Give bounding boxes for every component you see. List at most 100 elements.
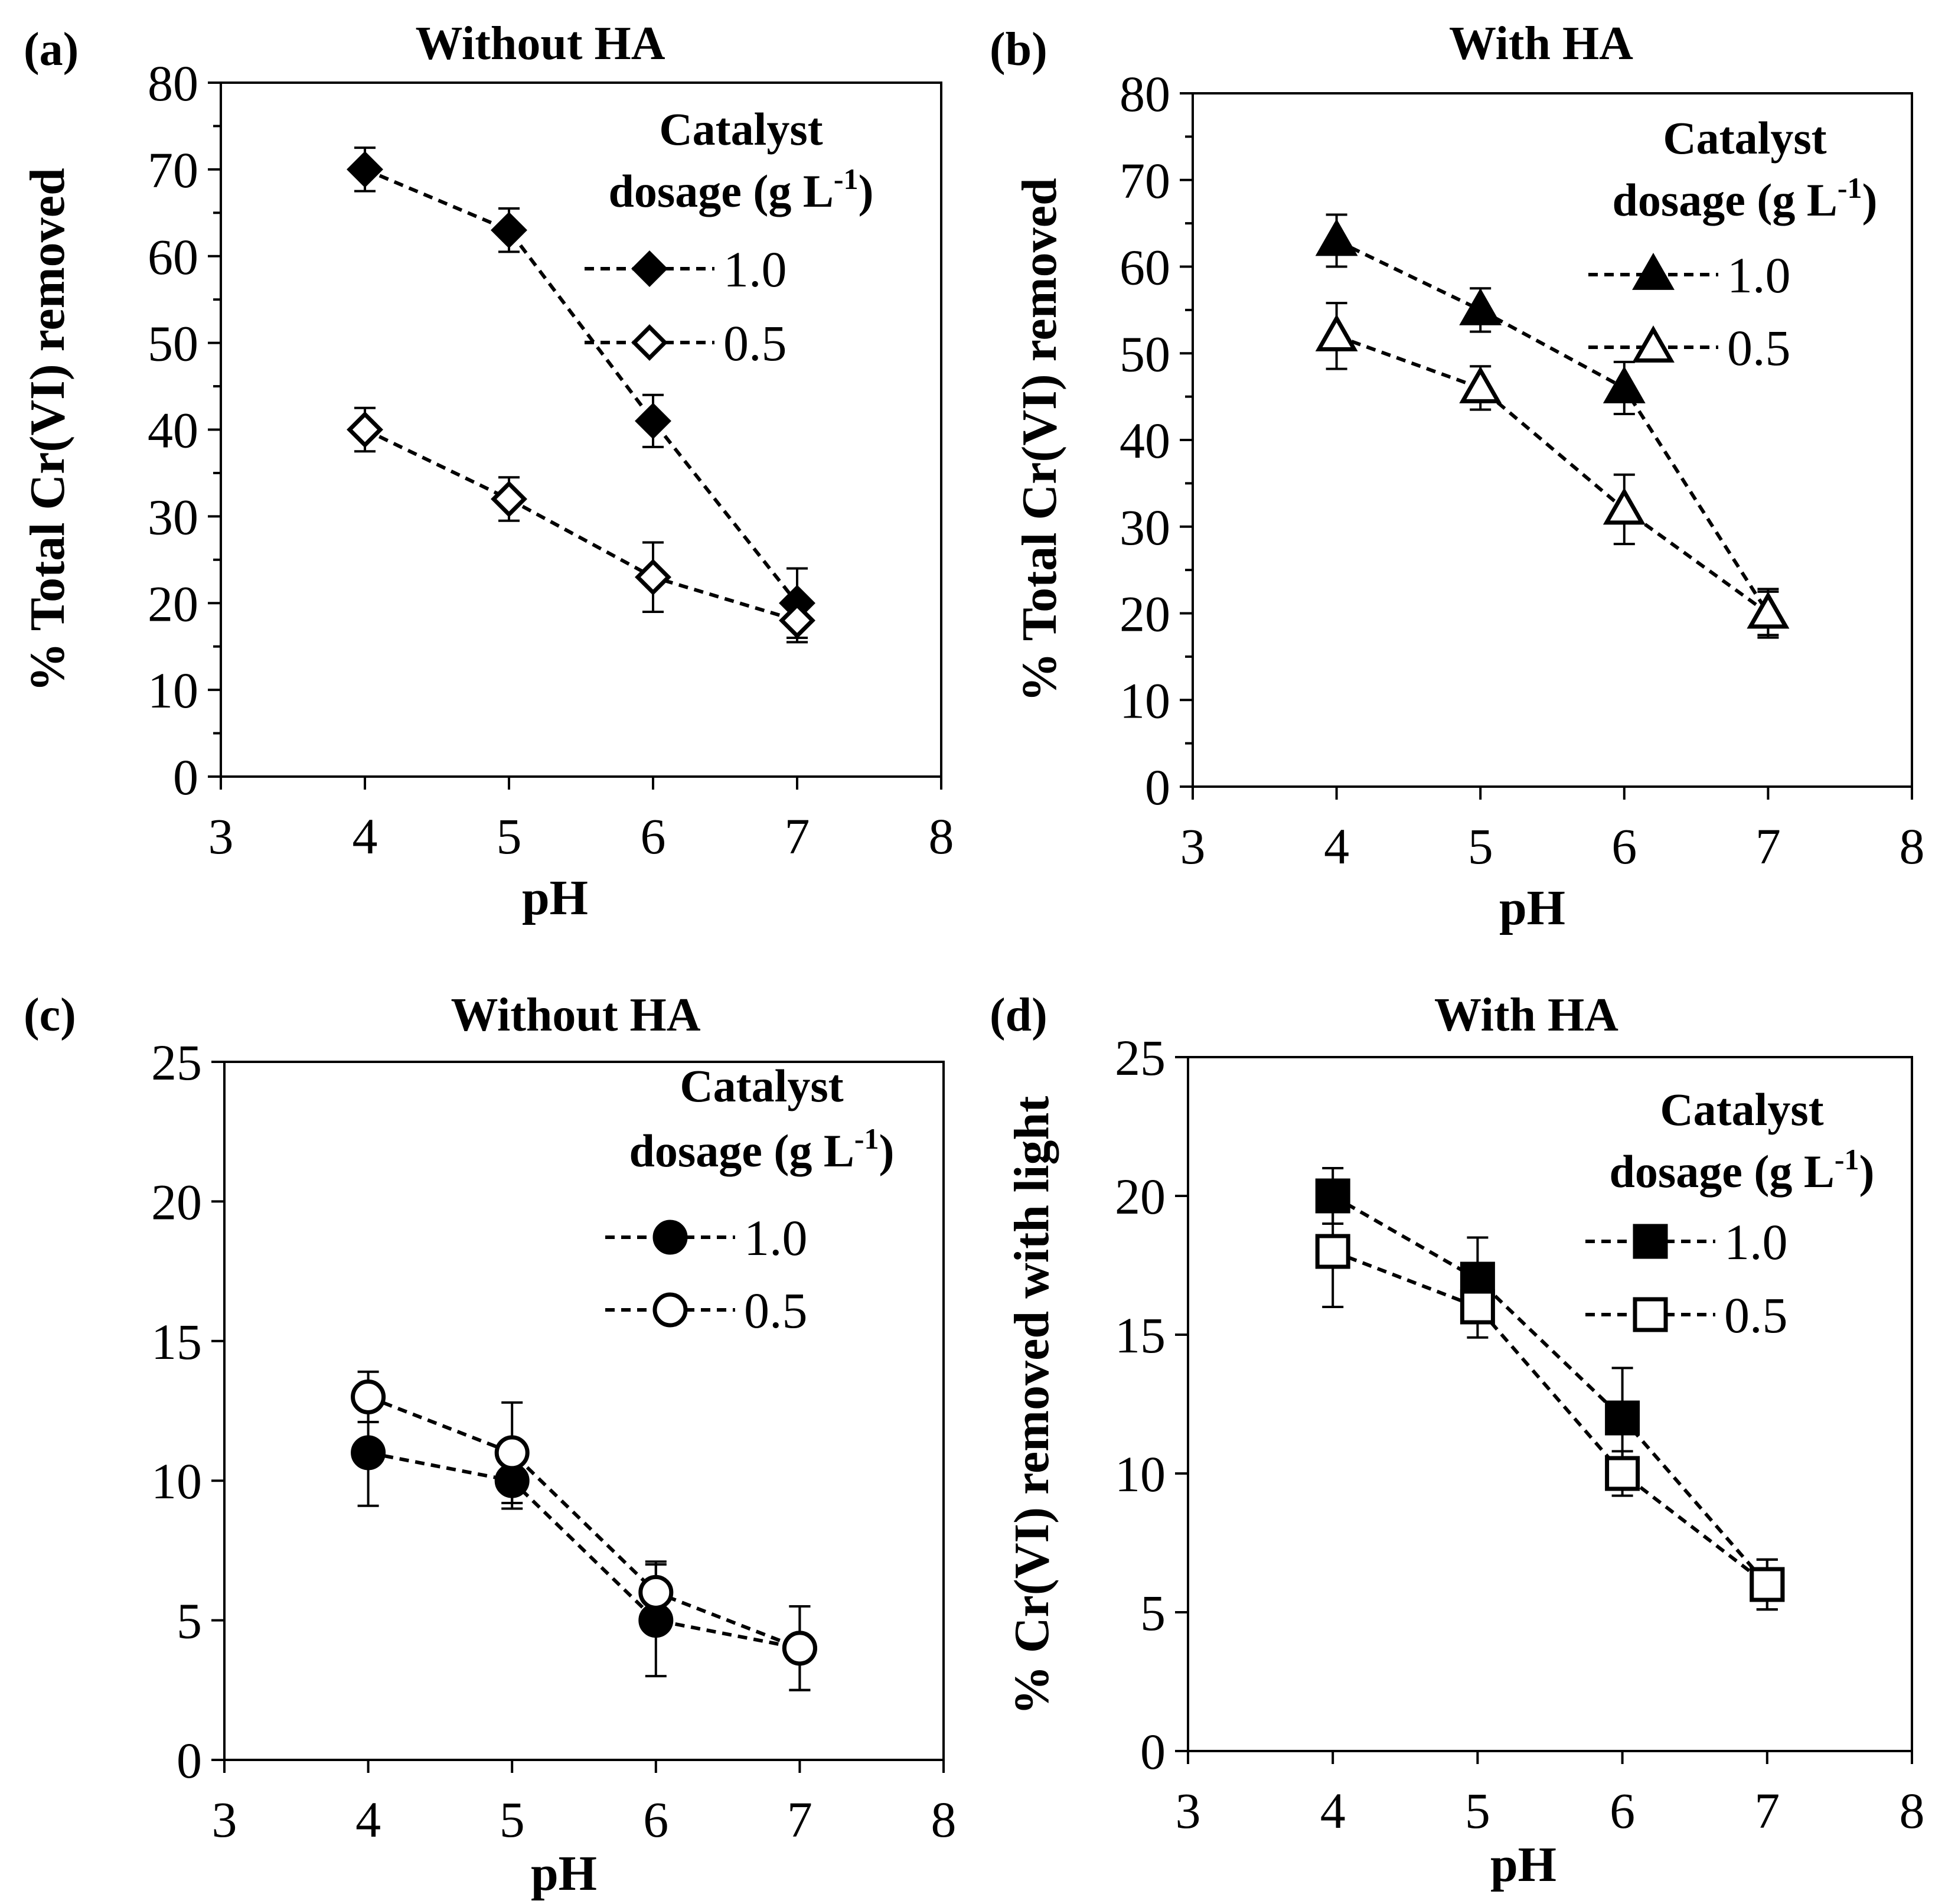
legend-title-superscript: -1: [834, 162, 859, 195]
legend-entry-label: 0.5: [723, 315, 787, 371]
y-tick-label: 0: [1140, 1723, 1166, 1780]
x-tick-label: 4: [355, 1791, 381, 1848]
y-tick-label: 30: [1120, 499, 1170, 556]
legend-entry-label: 0.5: [1724, 1287, 1788, 1344]
y-tick-label: 10: [1120, 672, 1170, 729]
legend-title-unit: dosage (g L: [629, 1125, 854, 1176]
legend-title-superscript: -1: [1838, 171, 1862, 204]
y-tick-label: 25: [151, 1034, 202, 1091]
x-tick-label: 8: [1900, 818, 1925, 875]
y-tick-label: 40: [1120, 412, 1170, 469]
series-0.5: [1315, 302, 1790, 639]
x-tick-label: 5: [500, 1791, 525, 1848]
y-axis-title: % Total Cr(VI) removed: [20, 168, 75, 692]
data-point-1.0: [491, 211, 527, 249]
x-tick-label: 4: [1324, 818, 1349, 875]
x-tick-label: 7: [1754, 1782, 1780, 1839]
x-tick-label: 6: [1611, 818, 1637, 875]
y-tick-label: 5: [1140, 1585, 1166, 1641]
data-point-0.5: [1747, 591, 1790, 629]
y-tick-label: 15: [151, 1313, 202, 1370]
y-tick-label: 15: [1115, 1307, 1166, 1364]
x-tick-label: 7: [785, 808, 810, 865]
series-line: [367, 1395, 801, 1650]
y-tick-label: 80: [148, 55, 198, 112]
chart-panel-b: 0 10 20 30 40 50 60 70 80 3 4 5 6 7 8 (b) With HA pH % Tot…: [990, 18, 1925, 935]
x-tick-label: 6: [1610, 1782, 1635, 1839]
data-point-0.5: [779, 602, 815, 639]
data-point-0.5: [351, 1379, 386, 1414]
legend-marker-1.0: [1632, 253, 1675, 290]
y-axis-title: % Total Cr(VI) removed: [1012, 178, 1067, 702]
panel-title: With HA: [1449, 18, 1633, 70]
y-tick-label: 5: [177, 1593, 202, 1649]
series-0.5: [347, 406, 815, 644]
y-axis-title: % Cr(VI) removed with light: [1004, 1096, 1059, 1715]
x-tick-label: 4: [1320, 1782, 1346, 1839]
series-line: [364, 168, 799, 605]
legend-marker-1.0: [631, 250, 668, 287]
legend-title-line2: dosage (g L-1): [609, 162, 874, 217]
legend-title-close: ): [1862, 174, 1878, 226]
plot-frame: [223, 1061, 945, 1761]
data-point-1.0: [1459, 288, 1502, 325]
data-point-0.5: [494, 1435, 530, 1471]
x-tick-label: 3: [1176, 1782, 1201, 1839]
legend-title-close: ): [1859, 1146, 1875, 1197]
legend-title-line1: Catalyst: [680, 1060, 843, 1111]
series-1.0: [1315, 213, 1790, 637]
data-point-0.5: [638, 1574, 674, 1610]
panel-title: With HA: [1434, 989, 1618, 1041]
data-point-0.5: [1605, 1456, 1640, 1491]
panel-title: Without HA: [415, 18, 665, 70]
y-tick-label: 10: [151, 1453, 202, 1509]
legend-title-unit: dosage (g L: [1610, 1146, 1835, 1197]
series-line: [1336, 334, 1770, 615]
y-tick-label: 20: [148, 575, 198, 632]
legend-title-line1: Catalyst: [659, 103, 823, 155]
x-tick-label: 7: [1755, 818, 1781, 875]
series-line: [368, 1450, 800, 1650]
panel-title: Without HA: [451, 989, 700, 1041]
x-tick-label: 8: [931, 1791, 957, 1848]
data-point-0.5: [491, 481, 527, 517]
series-line: [1332, 1250, 1768, 1586]
legend-entry-label: 0.5: [744, 1282, 808, 1339]
x-axis-title: pH: [1490, 1837, 1556, 1892]
x-tick-label: 6: [641, 808, 666, 865]
chart-panel-c: 0 5 10 15 20 25 3 4 5 6 7 8 (c) Without HA pH Catalyst d…: [24, 989, 957, 1901]
data-point-0.5: [1315, 1234, 1350, 1269]
y-tick-label: 40: [148, 402, 198, 459]
y-tick-label: 0: [1145, 759, 1170, 816]
legend: Catalyst dosage (g L-1) 1.0 0.5: [585, 103, 874, 371]
x-tick-label: 8: [1900, 1782, 1925, 1839]
x-tick-label: 3: [212, 1791, 237, 1848]
y-tick-label: 50: [148, 315, 198, 372]
series-line: [364, 428, 798, 622]
legend-title-line2: dosage (g L-1): [1610, 1143, 1875, 1197]
series-line: [1336, 239, 1770, 615]
legend-marker-0.5: [1633, 1297, 1668, 1332]
legend-title-close: ): [859, 165, 874, 217]
data-point-0.5: [1603, 487, 1646, 525]
y-tick-label: 0: [173, 749, 198, 806]
x-tick-label: 5: [1468, 818, 1493, 875]
panel-label: (b): [990, 24, 1047, 76]
data-point-0.5: [1460, 1289, 1495, 1325]
legend-title-superscript: -1: [1835, 1143, 1859, 1176]
legend-marker-1.0: [1633, 1224, 1668, 1259]
x-axis-title: pH: [531, 1846, 597, 1901]
y-tick-label: 80: [1120, 66, 1170, 122]
legend-title-unit: dosage (g L: [609, 165, 834, 217]
legend-title-line2: dosage (g L-1): [1613, 171, 1878, 226]
series-0.5: [351, 1370, 817, 1691]
y-tick-label: 70: [1120, 152, 1170, 209]
legend-title-line1: Catalyst: [1663, 112, 1826, 164]
y-tick-label: 50: [1120, 325, 1170, 382]
legend: Catalyst dosage (g L-1) 1.0 0.5: [1588, 112, 1878, 376]
legend-entry-label: 1.0: [1727, 247, 1791, 304]
series-0.5: [1315, 1195, 1785, 1611]
panel-label: (a): [24, 24, 79, 76]
x-tick-label: 7: [787, 1791, 812, 1848]
y-tick-label: 25: [1115, 1029, 1166, 1086]
